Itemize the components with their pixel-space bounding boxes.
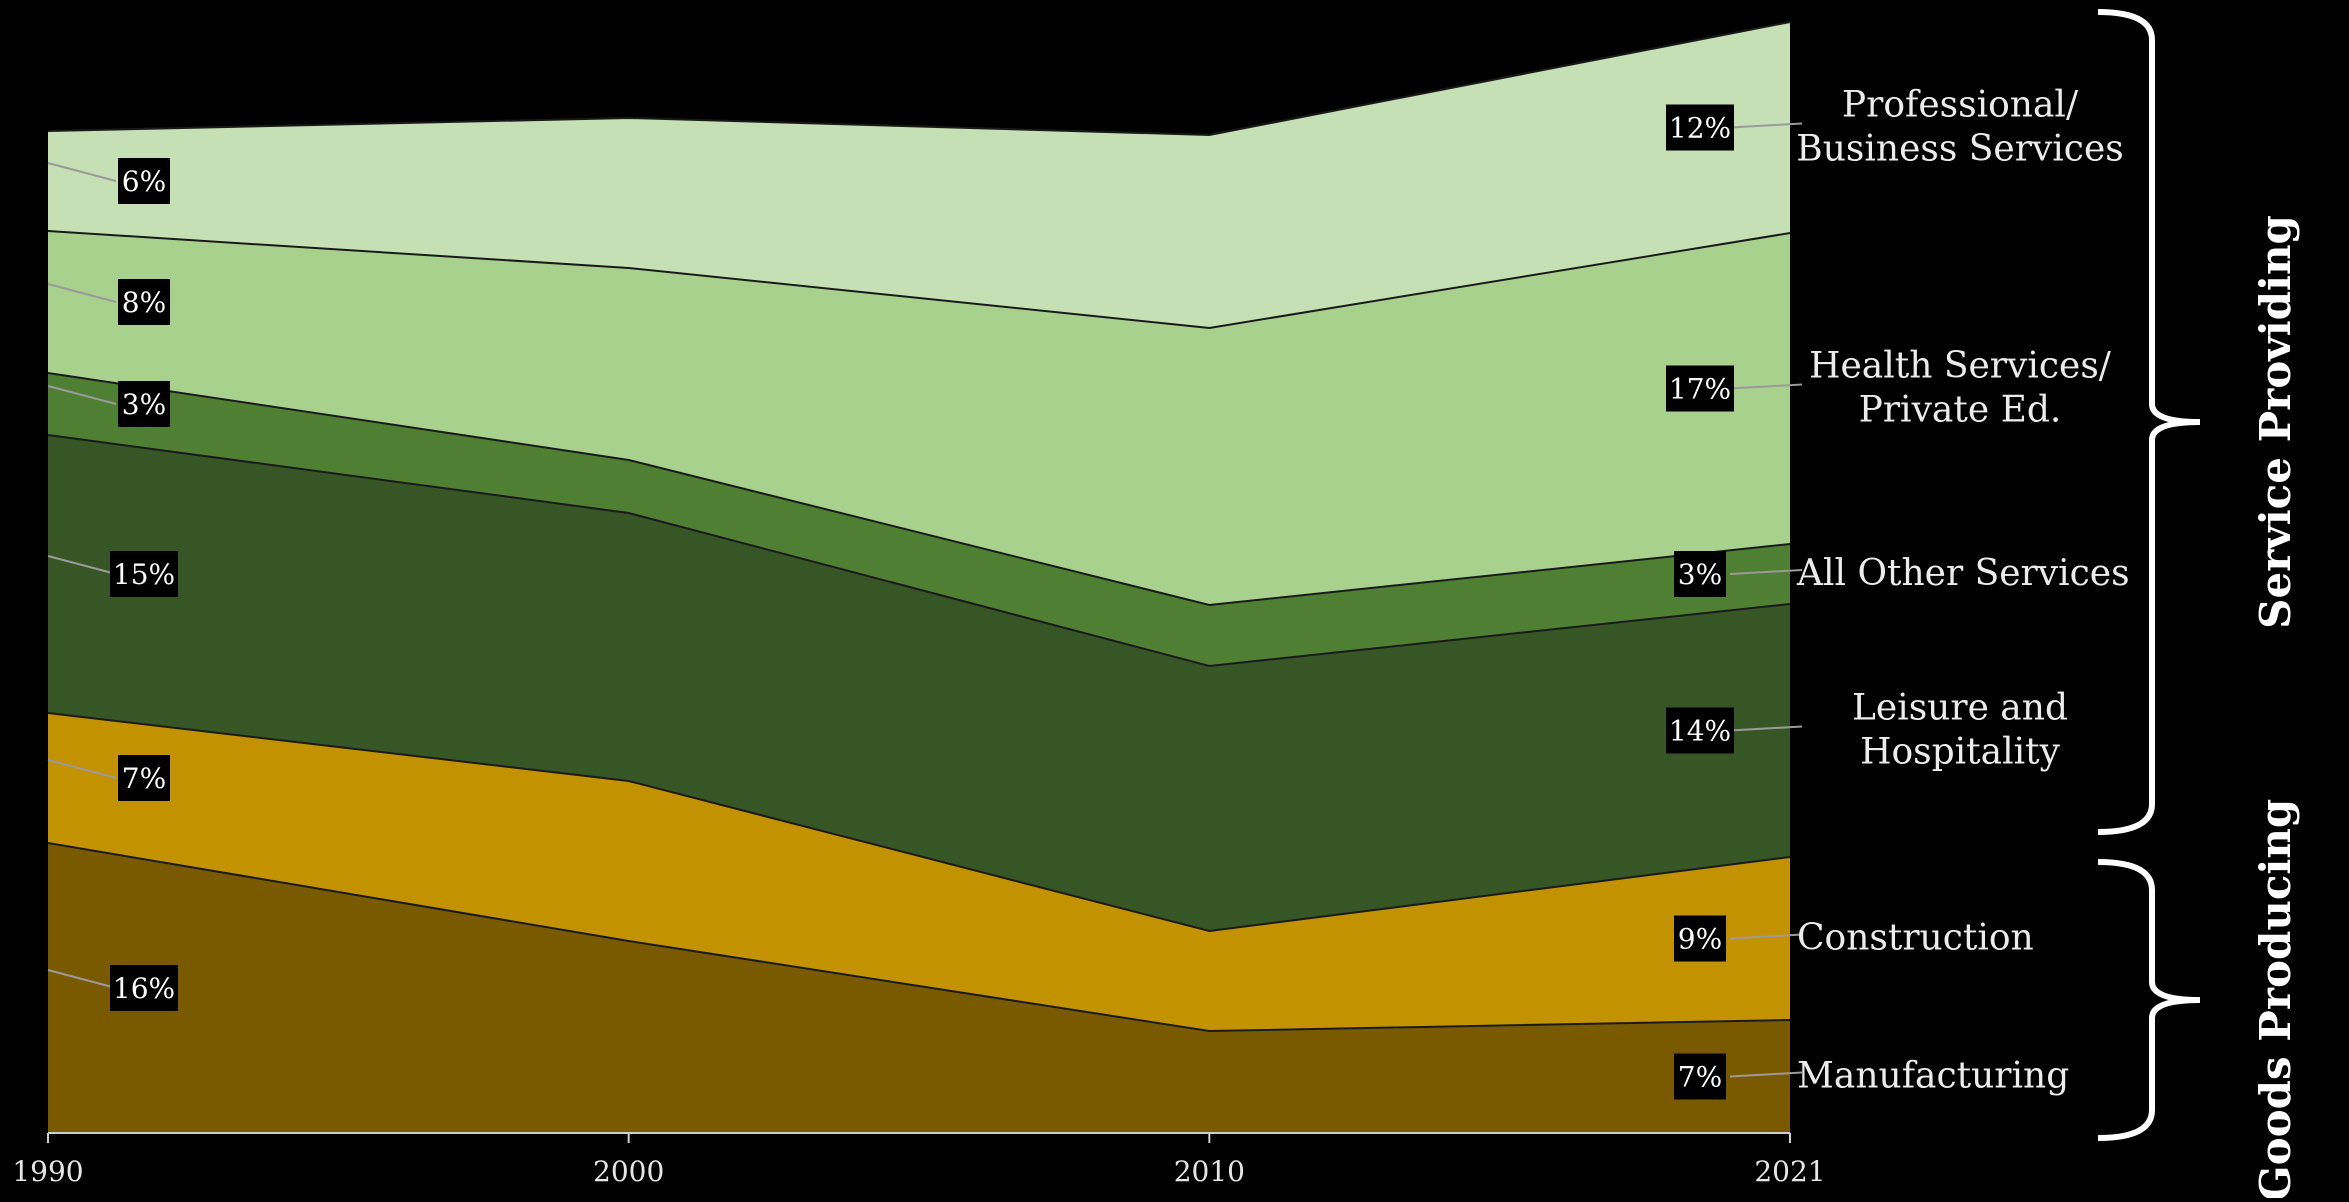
leader-line — [1729, 122, 1803, 129]
leader-line — [47, 969, 117, 989]
leader-line — [1729, 933, 1803, 940]
brace-goods-producing — [2097, 859, 2201, 1141]
boundary-line — [47, 712, 1791, 933]
pct-label-end-leisure-and-hospitality: 14% — [1669, 715, 1731, 748]
pct-label-start-manufacturing-box — [110, 965, 178, 1011]
brace-service-providing — [2097, 9, 2201, 835]
series-label-health-services-private-ed: Private Ed. — [1859, 390, 2062, 431]
series-label-leisure-and-hospitality: Hospitality — [1860, 732, 2061, 773]
boundary-line — [47, 230, 1791, 330]
pct-label-end-construction-box — [1674, 915, 1726, 962]
boundary-line — [47, 434, 1791, 668]
pct-label-end-all-other-services-box — [1674, 551, 1726, 597]
pct-label-start-leisure-and-hospitality: 15% — [113, 558, 175, 591]
boundary-line — [47, 842, 1791, 1033]
pct-label-end-construction: 9% — [1678, 923, 1722, 956]
area-health-services-private-ed — [48, 231, 1790, 605]
leader-line — [47, 385, 117, 405]
area-professional-business-services — [48, 22, 1790, 328]
x-tick-label: 2010 — [1174, 1155, 1245, 1188]
pct-label-start-professional-business-services: 6% — [122, 165, 166, 198]
pct-label-start-professional-business-services-box — [118, 158, 170, 204]
pct-label-end-leisure-and-hospitality-box — [1666, 707, 1734, 754]
group-label-goods-producing: Goods Producing — [2251, 799, 2300, 1198]
pct-label-start-health-services-private-ed: 8% — [122, 286, 166, 319]
leader-line — [47, 555, 117, 575]
area-all-other-services — [48, 373, 1790, 666]
area-leisure-and-hospitality — [48, 435, 1790, 931]
pct-label-end-professional-business-services-box — [1666, 104, 1734, 151]
leader-line — [1729, 725, 1803, 732]
series-label-leisure-and-hospitality: Leisure and — [1852, 688, 2068, 729]
pct-label-end-all-other-services: 3% — [1678, 558, 1722, 591]
area-manufacturing — [48, 843, 1790, 1133]
pct-label-start-leisure-and-hospitality-box — [110, 551, 178, 597]
boundary-line — [47, 21, 1791, 137]
pct-label-start-manufacturing: 16% — [113, 972, 175, 1005]
series-label-construction: Construction — [1797, 918, 2034, 959]
leader-line — [1729, 1071, 1803, 1078]
series-label-professional-business-services: Business Services — [1796, 129, 2123, 170]
series-label-all-other-services: All Other Services — [1796, 553, 2130, 594]
pct-label-start-construction: 7% — [122, 762, 166, 795]
boundary-line — [47, 372, 1791, 607]
pct-label-start-health-services-private-ed-box — [118, 279, 170, 325]
pct-label-end-manufacturing-box — [1674, 1053, 1726, 1100]
x-tick-label: 1990 — [12, 1155, 83, 1188]
pct-label-end-health-services-private-ed: 17% — [1669, 373, 1731, 406]
area-construction — [48, 713, 1790, 1031]
leader-line — [1729, 569, 1803, 575]
series-label-manufacturing: Manufacturing — [1797, 1056, 2069, 1097]
x-tick-label: 2021 — [1754, 1155, 1825, 1188]
leader-line — [47, 759, 117, 779]
series-label-health-services-private-ed: Health Services/ — [1809, 346, 2112, 387]
pct-label-start-all-other-services-box — [118, 381, 170, 427]
leader-line — [47, 283, 117, 303]
group-label-service-providing: Service Providing — [2251, 215, 2300, 629]
leader-line — [47, 162, 117, 182]
pct-label-end-health-services-private-ed-box — [1666, 365, 1734, 412]
pct-label-start-construction-box — [118, 755, 170, 801]
x-tick-label: 2000 — [593, 1155, 664, 1188]
pct-label-start-all-other-services: 3% — [122, 388, 166, 421]
leader-line — [1729, 383, 1803, 390]
pct-label-end-manufacturing: 7% — [1678, 1061, 1722, 1094]
series-label-professional-business-services: Professional/ — [1842, 85, 2079, 126]
pct-label-end-professional-business-services: 12% — [1669, 112, 1731, 145]
